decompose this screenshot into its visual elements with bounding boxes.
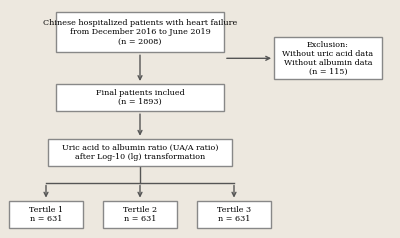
FancyBboxPatch shape [197,200,271,228]
Text: Tertile 3
n = 631: Tertile 3 n = 631 [217,206,251,223]
Text: Final patients inclued
(n = 1893): Final patients inclued (n = 1893) [96,89,184,106]
FancyBboxPatch shape [56,12,224,52]
Text: Tertile 1
n = 631: Tertile 1 n = 631 [29,206,63,223]
FancyBboxPatch shape [103,200,177,228]
FancyBboxPatch shape [48,139,232,166]
Text: Uric acid to albumin ratio (UA/A ratio)
after Log-10 (lg) transformation: Uric acid to albumin ratio (UA/A ratio) … [62,144,218,161]
FancyBboxPatch shape [56,84,224,111]
FancyBboxPatch shape [9,200,83,228]
FancyBboxPatch shape [274,37,382,79]
Text: Exclusion:
Without uric acid data
Without albumin data
(n = 115): Exclusion: Without uric acid data Withou… [282,40,374,76]
Text: Tertile 2
n = 631: Tertile 2 n = 631 [123,206,157,223]
Text: Chinese hospitalized patients with heart failure
from December 2016 to June 2019: Chinese hospitalized patients with heart… [43,19,237,45]
